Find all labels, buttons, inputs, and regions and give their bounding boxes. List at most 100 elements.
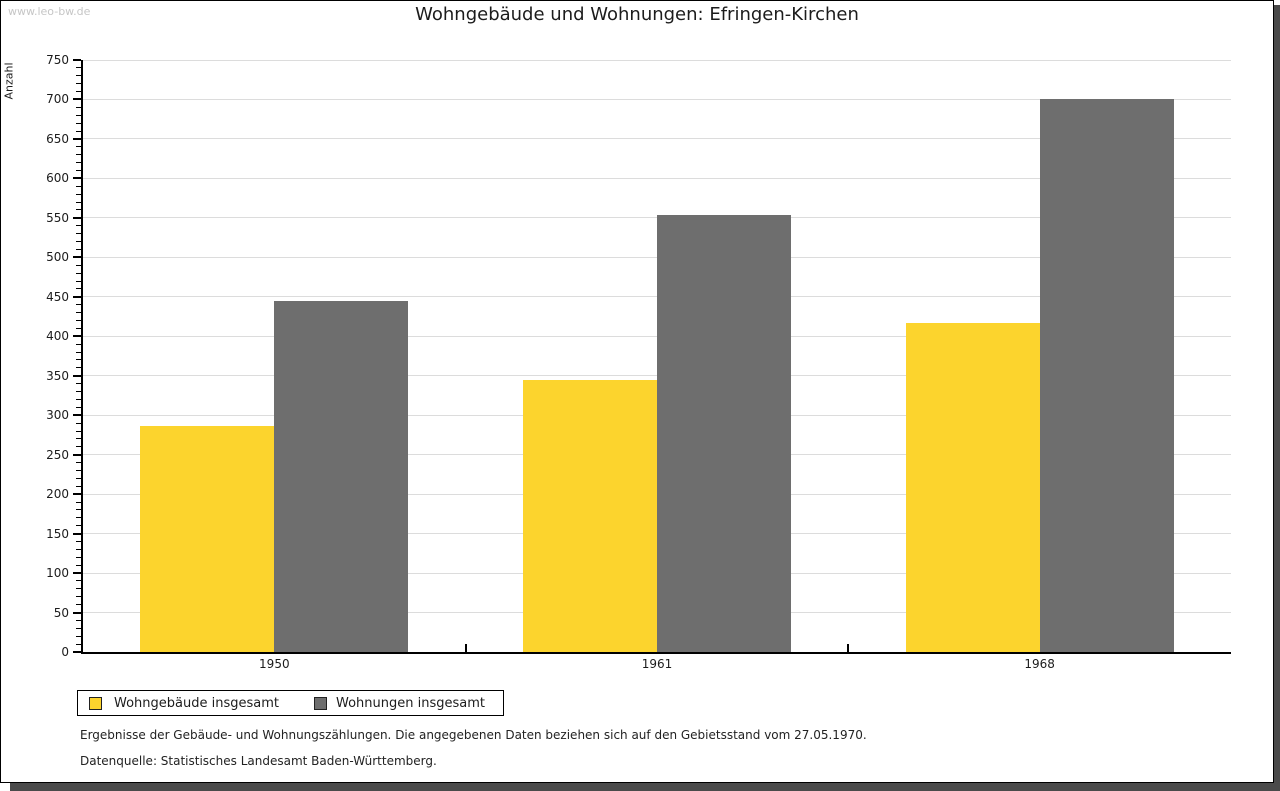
y-minor-tick-90 (76, 580, 81, 582)
y-major-tick-250 (73, 453, 81, 456)
y-tick-label-0: 0 (61, 645, 69, 659)
frame-shadow-right (1274, 5, 1280, 783)
y-major-tick-700 (73, 98, 81, 101)
y-minor-tick-610 (76, 170, 81, 172)
y-tick-label-300: 300 (46, 408, 69, 423)
y-major-tick-450 (73, 295, 81, 298)
y-minor-tick-340 (76, 383, 81, 385)
y-axis-label: Anzahl (2, 62, 16, 100)
y-minor-tick-370 (76, 359, 81, 361)
y-minor-tick-430 (76, 312, 81, 314)
y-tick-label-450: 450 (46, 289, 69, 304)
y-minor-tick-160 (76, 525, 81, 527)
y-minor-tick-690 (76, 106, 81, 108)
y-major-tick-550 (73, 216, 81, 219)
y-minor-tick-130 (76, 548, 81, 550)
y-tick-label-750: 750 (46, 53, 69, 67)
y-minor-tick-110 (76, 564, 81, 566)
y-minor-tick-440 (76, 304, 81, 306)
y-minor-tick-310 (76, 406, 81, 408)
y-minor-tick-140 (76, 541, 81, 542)
y-tick-label-550: 550 (46, 210, 69, 225)
y-major-tick-50 (73, 611, 81, 614)
grid-line-600 (83, 177, 1231, 179)
y-major-tick-200 (73, 493, 81, 496)
y-major-tick-150 (73, 532, 81, 535)
bar-wohngebaeude-1961 (522, 379, 657, 652)
y-minor-tick-620 (76, 162, 81, 164)
x-boundary-tick-2 (847, 644, 850, 652)
y-tick-label-600: 600 (46, 171, 69, 186)
y-tick-label-700: 700 (46, 92, 69, 107)
y-minor-tick-630 (76, 154, 81, 156)
y-tick-label-150: 150 (46, 526, 69, 541)
chart-title: Wohngebäude und Wohnungen: Efringen-Kirc… (415, 4, 859, 25)
x-boundary-tick-1 (464, 644, 467, 652)
y-major-tick-600 (73, 177, 81, 180)
y-minor-tick-470 (76, 280, 81, 282)
legend-label-wohngebaeude: Wohngebäude insgesamt (114, 695, 279, 711)
frame-shadow-bottom (10, 783, 1280, 791)
y-minor-tick-80 (76, 588, 81, 590)
plot-area: 0 50 100 150 200 250 300 350 400 450 500 550 600 650 7… (46, 53, 1231, 671)
y-tick-label-400: 400 (46, 329, 69, 344)
y-tick-label-650: 650 (46, 131, 69, 146)
y-minor-tick-230 (76, 469, 81, 471)
bar-wohnungen-1961 (656, 214, 791, 652)
legend-swatch-wohngebaeude (89, 696, 102, 710)
y-minor-tick-490 (76, 264, 81, 266)
y-tick-label-250: 250 (46, 447, 69, 462)
y-minor-tick-410 (76, 327, 81, 329)
x-category-label-1950: 1950 (259, 657, 290, 671)
y-minor-tick-710 (76, 91, 81, 93)
y-minor-tick-460 (76, 288, 81, 290)
y-minor-tick-60 (76, 604, 81, 606)
bar-wohnungen-1950 (274, 300, 409, 652)
y-axis-line (81, 60, 83, 652)
y-minor-tick-10 (76, 643, 81, 645)
x-category-label-1961: 1961 (641, 657, 673, 671)
y-minor-tick-220 (76, 477, 81, 479)
footnote-line-1: Ergebnisse der Gebäude- und Wohnungszähl… (80, 728, 867, 742)
y-minor-tick-390 (76, 343, 81, 345)
bar-wohnungen-1968 (1039, 99, 1174, 652)
y-major-tick-650 (73, 137, 81, 140)
y-major-tick-400 (73, 335, 81, 338)
y-minor-tick-40 (76, 619, 81, 621)
y-minor-tick-20 (76, 635, 81, 637)
bar-wohngebaeude-1968 (905, 322, 1040, 652)
y-minor-tick-680 (76, 114, 81, 116)
bar-group-1950: 1950 (83, 60, 466, 671)
y-minor-tick-190 (76, 501, 81, 503)
y-tick-label-200: 200 (46, 487, 69, 502)
y-major-tick-750 (73, 59, 81, 61)
grid-line-700 (83, 98, 1231, 100)
y-minor-tick-640 (76, 146, 81, 148)
y-minor-tick-380 (76, 351, 81, 353)
y-minor-tick-740 (76, 67, 81, 69)
y-minor-tick-540 (76, 225, 81, 227)
legend-box: Wohngebäude insgesamt Wohnungen insgesam… (77, 690, 504, 716)
y-minor-tick-730 (76, 75, 81, 77)
y-minor-tick-670 (76, 122, 81, 124)
y-minor-tick-30 (76, 627, 81, 629)
y-minor-tick-330 (76, 391, 81, 393)
y-minor-tick-720 (76, 83, 81, 85)
x-axis-line (81, 652, 1231, 654)
y-minor-tick-280 (76, 430, 81, 432)
y-minor-tick-480 (76, 272, 81, 274)
y-tick-label-500: 500 (46, 250, 69, 265)
legend-label-wohnungen: Wohnungen insgesamt (336, 695, 485, 711)
y-minor-tick-530 (76, 233, 81, 235)
y-major-tick-0 (73, 651, 81, 653)
y-minor-tick-210 (76, 485, 81, 487)
y-minor-tick-180 (76, 509, 81, 511)
y-minor-tick-270 (76, 438, 81, 440)
y-minor-tick-560 (76, 209, 81, 211)
y-minor-tick-420 (76, 319, 81, 321)
grid-line-650 (83, 138, 1231, 140)
y-minor-tick-120 (76, 556, 81, 558)
y-minor-tick-70 (76, 596, 81, 598)
y-tick-label-50: 50 (53, 605, 69, 620)
